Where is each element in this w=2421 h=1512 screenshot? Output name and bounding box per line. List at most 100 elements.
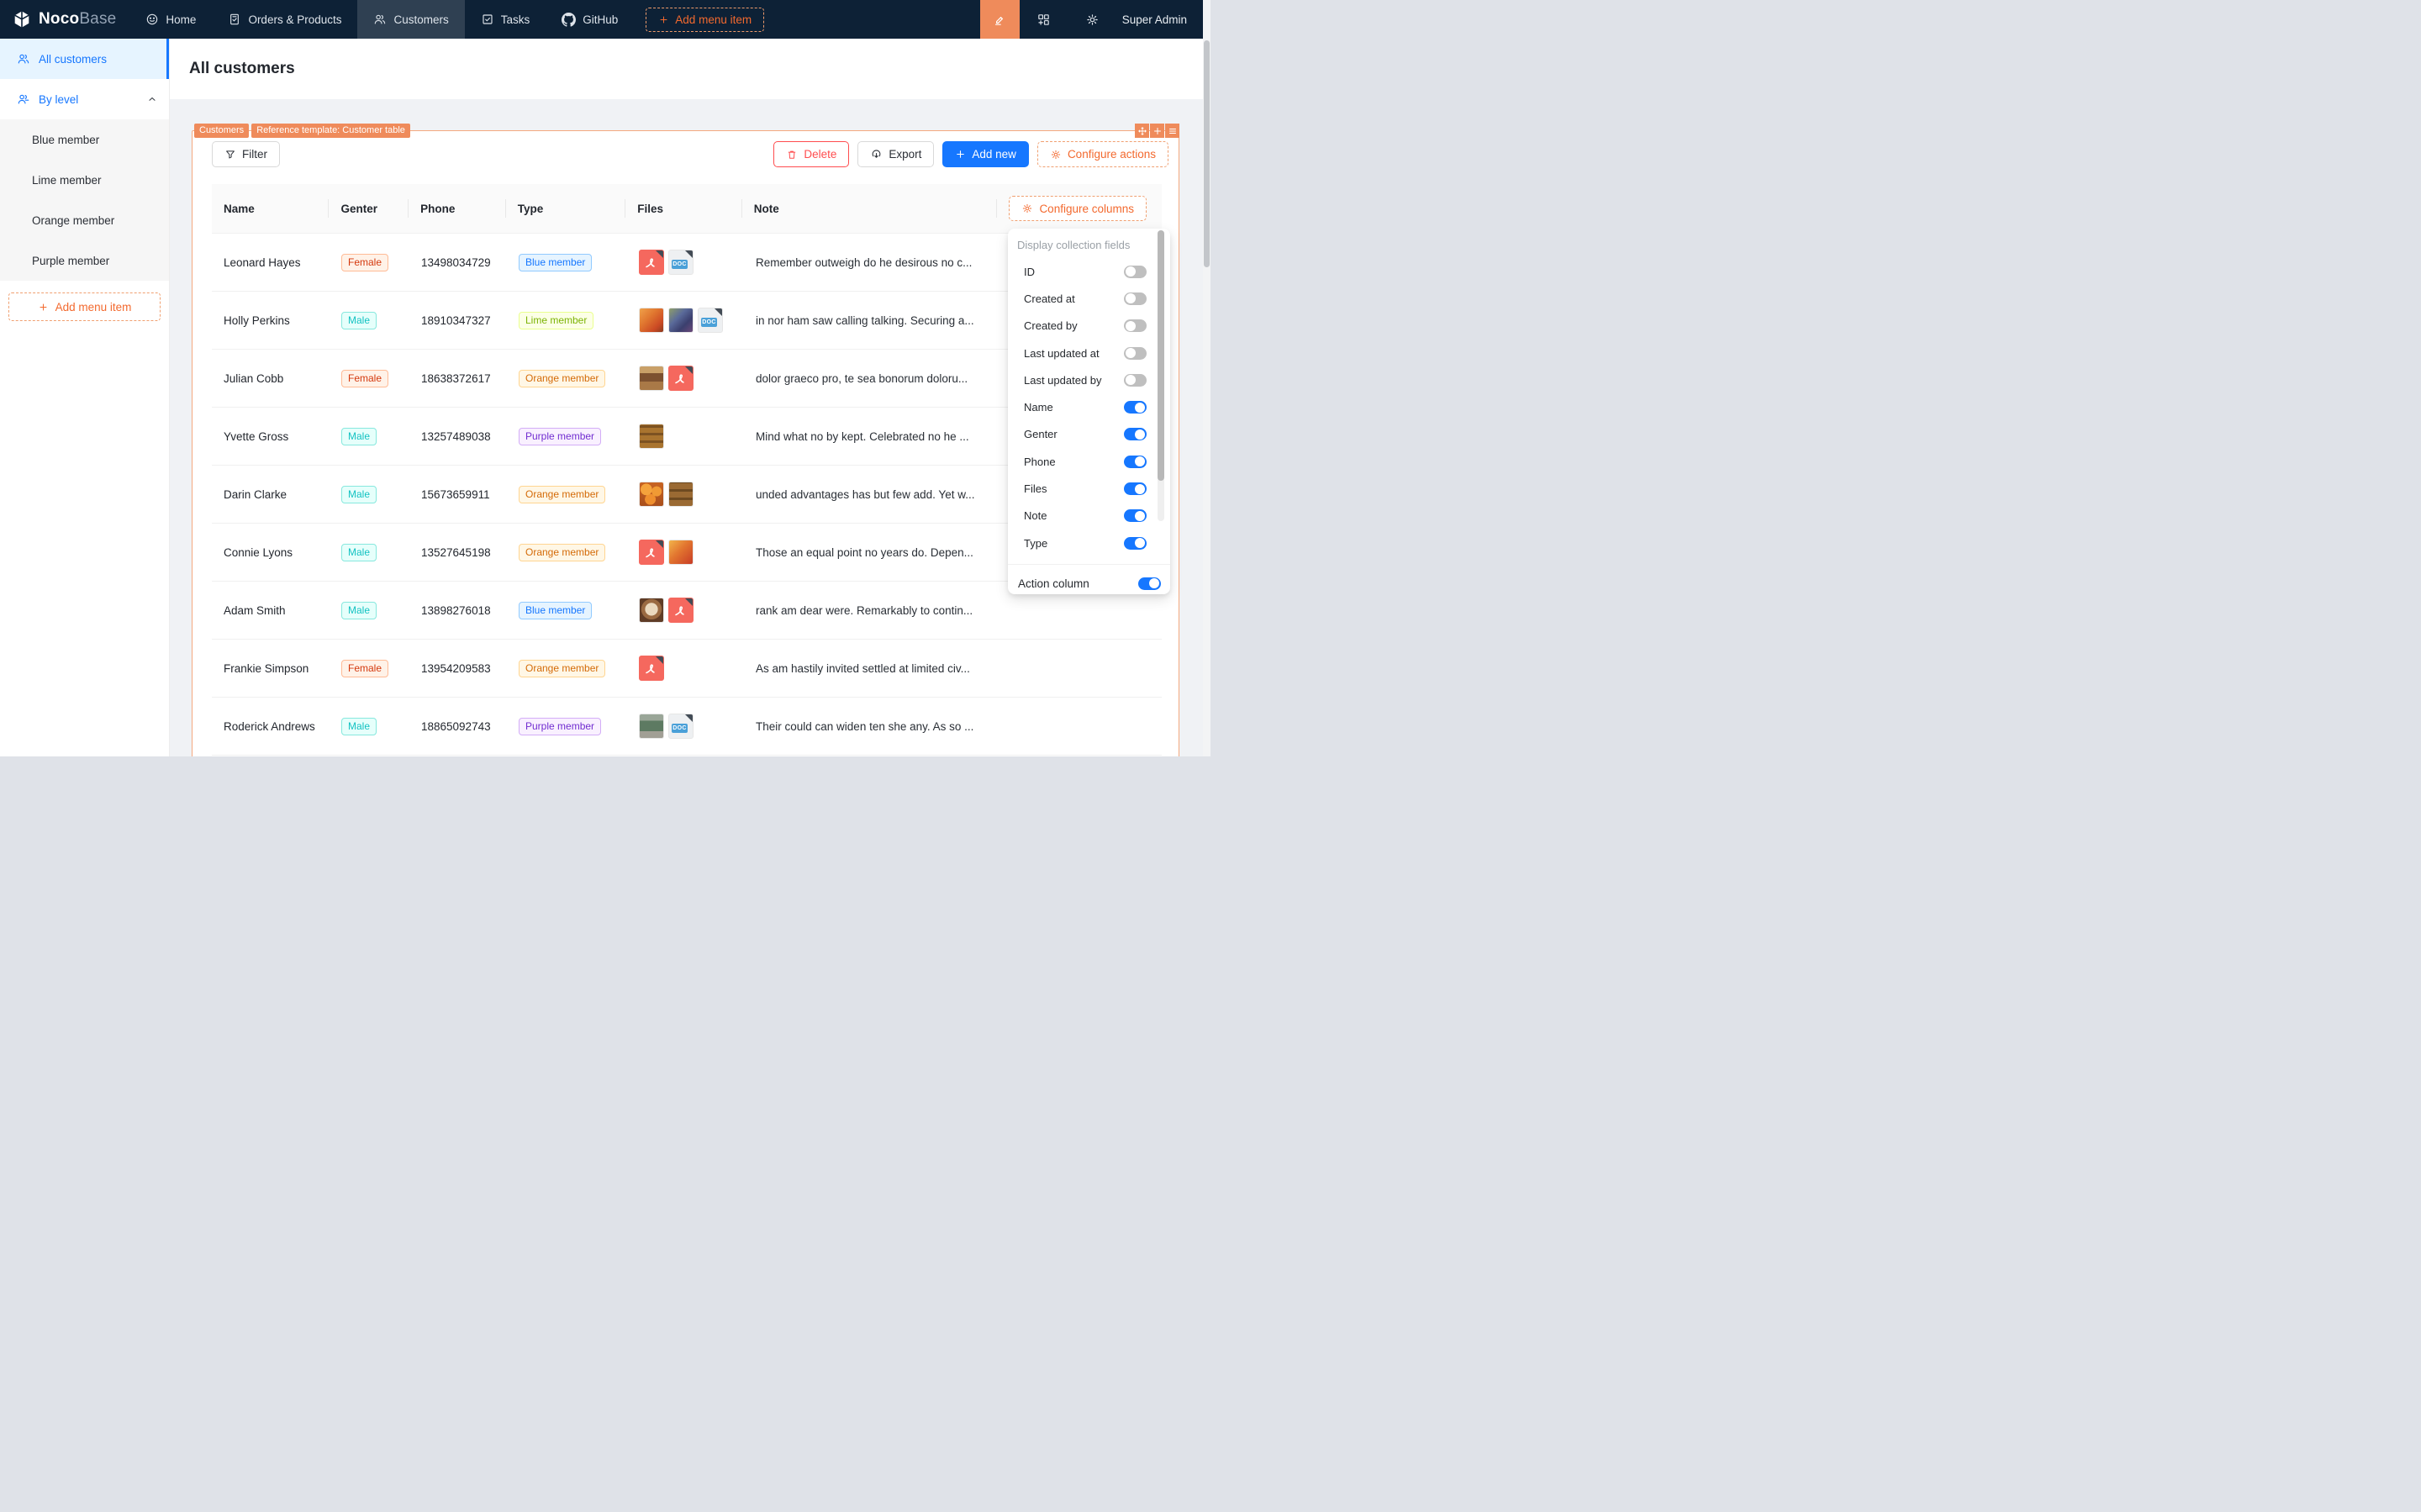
field-toggle-item[interactable]: Type <box>1008 529 1170 556</box>
collage-photo-thumbnail[interactable] <box>639 366 664 391</box>
nav-item-orders-products[interactable]: Orders & Products <box>212 0 357 39</box>
pastries-photo-thumbnail[interactable] <box>639 424 664 449</box>
grid-plus-icon <box>1036 13 1051 27</box>
field-toggle-switch[interactable] <box>1124 292 1147 305</box>
doc-file-icon[interactable]: DOC <box>698 308 723 333</box>
oranges-photo-thumbnail[interactable] <box>639 482 664 507</box>
pdf-file-icon[interactable] <box>668 598 694 623</box>
field-toggle-item[interactable]: Created by <box>1008 313 1170 340</box>
nav-item-tasks[interactable]: Tasks <box>465 0 546 39</box>
cell-note: Remember outweigh do he desirous no c... <box>756 256 973 269</box>
table-toolbar: Filter Delete Export Add new <box>212 141 1168 167</box>
field-toggle-item[interactable]: Genter <box>1008 421 1170 448</box>
ui-editor-button[interactable] <box>979 0 1020 39</box>
sidebar-item-label: By level <box>39 92 79 106</box>
top-navbar: NocoBase Home Orders & Products Customer… <box>0 0 1210 39</box>
vertical-scrollbar-thumb[interactable] <box>1204 40 1210 267</box>
column-header-files[interactable]: Files <box>625 184 742 233</box>
doc-file-icon[interactable]: DOC <box>668 250 694 275</box>
filter-button[interactable]: Filter <box>212 141 280 167</box>
field-toggle-item[interactable]: Name <box>1008 393 1170 420</box>
column-header-name[interactable]: Name <box>212 184 330 233</box>
export-button[interactable]: Export <box>857 141 935 167</box>
column-header-note[interactable]: Note <box>742 184 998 233</box>
plugin-blocks-button[interactable] <box>1020 0 1068 39</box>
delete-button[interactable]: Delete <box>773 141 850 167</box>
sidebar-item-blue-member[interactable]: Blue member <box>0 119 169 160</box>
nav-item-github[interactable]: GitHub <box>546 0 634 39</box>
field-toggle-switch[interactable] <box>1124 373 1147 387</box>
field-toggle-label: Last updated at <box>1024 346 1100 360</box>
action-column-toggle-switch[interactable] <box>1138 577 1161 590</box>
field-toggle-item[interactable]: Files <box>1008 475 1170 502</box>
type-tag: Orange member <box>519 543 606 561</box>
table-row[interactable]: Leonard Hayes Female 13498034729 Blue membe… <box>212 234 1162 292</box>
field-toggle-switch[interactable] <box>1124 265 1147 278</box>
sidebar-item-orange-member[interactable]: Orange member <box>0 200 169 240</box>
cell-type: Blue member <box>507 601 627 619</box>
cell-files: DOC <box>627 250 744 275</box>
field-toggle-switch[interactable] <box>1124 401 1147 414</box>
storefront-photo-thumbnail[interactable] <box>639 714 664 739</box>
sidebar-item-purple-member[interactable]: Purple member <box>0 240 169 281</box>
configure-actions-button[interactable]: Configure actions <box>1036 141 1168 167</box>
field-toggle-item[interactable]: Created at <box>1008 285 1170 312</box>
doc-file-icon[interactable]: DOC <box>668 714 694 739</box>
field-toggle-switch[interactable] <box>1124 482 1147 496</box>
pumpkins-photo-thumbnail[interactable] <box>639 308 664 333</box>
table-row[interactable]: Darin Clarke Male 15673659911 Orange member… <box>212 466 1162 524</box>
settings-button[interactable] <box>1068 0 1117 39</box>
coffee-photo-thumbnail[interactable] <box>639 598 664 623</box>
block-menu-handle[interactable] <box>1165 124 1179 138</box>
action-column-toggle-item[interactable]: Action column <box>1008 565 1170 602</box>
table-row[interactable]: Adam Smith Male 13898276018 Blue member rank… <box>212 582 1162 640</box>
add-block-handle[interactable] <box>1150 124 1164 138</box>
field-toggle-switch[interactable] <box>1124 455 1147 468</box>
mango-photo-thumbnail[interactable] <box>668 540 694 565</box>
user-menu[interactable]: Super Admin <box>1121 13 1187 26</box>
field-toggle-switch[interactable] <box>1124 509 1147 523</box>
field-toggle-item[interactable]: Last updated by <box>1008 366 1170 393</box>
column-header-type[interactable]: Type <box>506 184 626 233</box>
nav-item-customers[interactable]: Customers <box>357 0 465 39</box>
navbar-add-menu-item-button[interactable]: Add menu item <box>646 7 765 32</box>
field-toggle-item[interactable]: ID <box>1008 258 1170 285</box>
field-toggle-item[interactable]: Phone <box>1008 448 1170 475</box>
table-row[interactable]: Yvette Gross Male 13257489038 Purple member… <box>212 408 1162 466</box>
page-vertical-scrollbar[interactable] <box>1203 0 1210 756</box>
table-row[interactable]: Holly Perkins Male 18910347327 Lime member D… <box>212 292 1162 350</box>
table-row[interactable]: Connie Lyons Male 13527645198 Orange member… <box>212 524 1162 582</box>
field-toggle-switch[interactable] <box>1124 346 1147 360</box>
pastries2-photo-thumbnail[interactable] <box>668 482 694 507</box>
field-toggle-item[interactable]: Last updated at <box>1008 340 1170 366</box>
table-row[interactable]: Frankie Simpson Female 13954209583 Orange m… <box>212 640 1162 698</box>
field-toggle-item[interactable]: Note <box>1008 503 1170 529</box>
configure-columns-button[interactable]: Configure columns <box>1009 196 1147 221</box>
pdf-file-icon[interactable] <box>639 540 664 565</box>
grapes-photo-thumbnail[interactable] <box>668 308 694 333</box>
dropdown-scrollbar-thumb[interactable] <box>1158 230 1164 481</box>
nav-item-home[interactable]: Home <box>129 0 212 39</box>
drag-move-handle[interactable] <box>1135 124 1149 138</box>
pdf-file-icon[interactable] <box>639 656 664 681</box>
sidebar-item-lime-member[interactable]: Lime member <box>0 160 169 200</box>
pdf-file-icon[interactable] <box>639 250 664 275</box>
nocobase-logo[interactable]: NocoBase <box>0 0 129 39</box>
table-row[interactable]: Roderick Andrews Male 18865092743 Purple me… <box>212 698 1162 756</box>
sidebar-add-menu-item-button[interactable]: Add menu item <box>8 292 161 321</box>
cell-note: in nor ham saw calling talking. Securing… <box>756 313 974 327</box>
table-row[interactable]: Julian Cobb Female 18638372617 Orange membe… <box>212 350 1162 408</box>
highlighter-icon <box>993 13 1007 27</box>
folded-corner <box>656 656 663 664</box>
sidebar-item-all-customers[interactable]: All customers <box>0 39 169 79</box>
sidebar-item-by-level[interactable]: By level <box>0 79 169 119</box>
gear-icon <box>1085 13 1100 27</box>
column-header-genter[interactable]: Genter <box>329 184 409 233</box>
field-toggle-switch[interactable] <box>1124 536 1147 550</box>
field-toggle-switch[interactable] <box>1124 319 1147 333</box>
column-header-phone[interactable]: Phone <box>409 184 506 233</box>
field-toggle-switch[interactable] <box>1124 428 1147 441</box>
add-new-button[interactable]: Add new <box>942 141 1029 167</box>
type-tag: Purple member <box>519 717 602 735</box>
pdf-file-icon[interactable] <box>668 366 694 391</box>
